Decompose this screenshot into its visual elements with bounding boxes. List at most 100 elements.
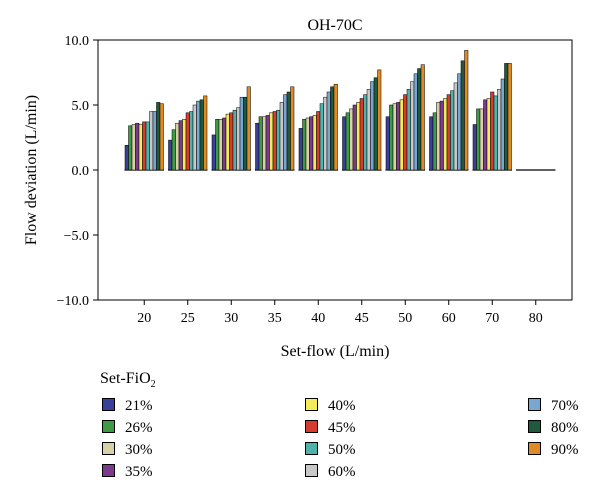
bar — [185, 112, 190, 171]
bar — [464, 50, 469, 171]
x-tick-label: 45 — [355, 311, 369, 326]
bar — [203, 95, 208, 171]
bar — [450, 90, 455, 171]
bars — [124, 50, 512, 171]
bar — [410, 81, 415, 171]
bar — [175, 122, 180, 171]
bar — [349, 108, 354, 171]
x-tick-label: 80 — [529, 311, 543, 326]
bar — [222, 117, 227, 171]
bar — [305, 117, 310, 171]
bar — [323, 96, 328, 171]
bar — [269, 112, 274, 171]
x-tick-label: 40 — [311, 311, 325, 326]
bar — [352, 104, 357, 171]
bar — [319, 103, 324, 171]
bar — [218, 119, 223, 171]
bar — [149, 111, 154, 171]
bar — [236, 107, 241, 171]
bar — [215, 119, 220, 171]
bar — [272, 111, 277, 171]
bar — [406, 89, 411, 171]
bar — [460, 60, 465, 171]
y-tick-label: 5.0 — [72, 99, 90, 114]
bar — [373, 77, 378, 171]
y-tick-label: −10.0 — [57, 294, 89, 309]
bar — [439, 100, 444, 171]
x-axis-label: Set-flow (L/min) — [281, 343, 390, 360]
bar — [128, 125, 133, 171]
bar — [363, 94, 368, 171]
bar — [429, 116, 434, 171]
bar — [131, 124, 136, 171]
bar — [453, 82, 458, 171]
bar — [493, 95, 498, 171]
y-tick-label: −5.0 — [64, 229, 89, 244]
bar — [265, 115, 270, 171]
bar — [276, 109, 281, 171]
bar — [385, 116, 390, 171]
bar — [507, 63, 512, 171]
labels: 10.0 5.0 0.0 −5.0 −10.0 20 25 30 35 40 45 50 60 70 80 O… — [23, 17, 543, 360]
bar — [490, 91, 495, 171]
y-tick-label: 0.0 — [72, 164, 90, 179]
bar — [258, 116, 263, 171]
bar — [420, 64, 425, 171]
bar — [232, 109, 237, 171]
bar — [497, 89, 502, 171]
x-tick-label: 35 — [268, 311, 282, 326]
bar — [370, 81, 375, 171]
x-tick-label: 60 — [442, 311, 456, 326]
bar — [403, 94, 408, 171]
y-tick-label: 10.0 — [65, 34, 90, 49]
bar — [316, 111, 321, 171]
bar — [199, 99, 204, 171]
bar — [504, 63, 509, 171]
bar — [243, 96, 248, 171]
bar — [262, 116, 267, 171]
x-tick-label: 70 — [485, 311, 499, 326]
bar — [443, 98, 448, 171]
bar — [500, 78, 505, 171]
bar — [156, 102, 161, 171]
bar — [239, 96, 244, 171]
bar — [432, 112, 437, 171]
bar — [366, 89, 371, 171]
bar — [417, 68, 422, 171]
bar — [333, 83, 338, 171]
bar — [290, 86, 295, 171]
bar — [436, 102, 441, 171]
axes — [93, 39, 573, 305]
bar — [152, 111, 157, 171]
bar — [298, 128, 303, 171]
bar — [483, 99, 488, 171]
bar — [326, 91, 331, 171]
bar — [392, 103, 397, 171]
x-tick-label: 30 — [224, 311, 238, 326]
bar — [359, 98, 364, 171]
bar — [342, 116, 347, 171]
bar — [225, 113, 230, 171]
bar — [446, 94, 451, 171]
bar — [479, 108, 484, 171]
bar — [178, 120, 183, 171]
bar — [192, 104, 197, 171]
chart-title: OH-70C — [307, 17, 362, 34]
bar — [389, 104, 394, 171]
bar — [182, 119, 187, 171]
bar — [229, 112, 234, 171]
bar — [309, 116, 314, 171]
bar — [196, 100, 201, 171]
bar — [135, 122, 140, 171]
x-tick-label: 20 — [137, 311, 151, 326]
bar — [159, 103, 164, 171]
bar — [377, 69, 382, 171]
bar — [457, 73, 462, 171]
bar — [330, 86, 335, 171]
bar — [142, 121, 147, 171]
bar — [399, 99, 404, 171]
x-tick-label: 50 — [398, 311, 412, 326]
bar — [138, 124, 143, 171]
x-tick-label: 25 — [181, 311, 195, 326]
